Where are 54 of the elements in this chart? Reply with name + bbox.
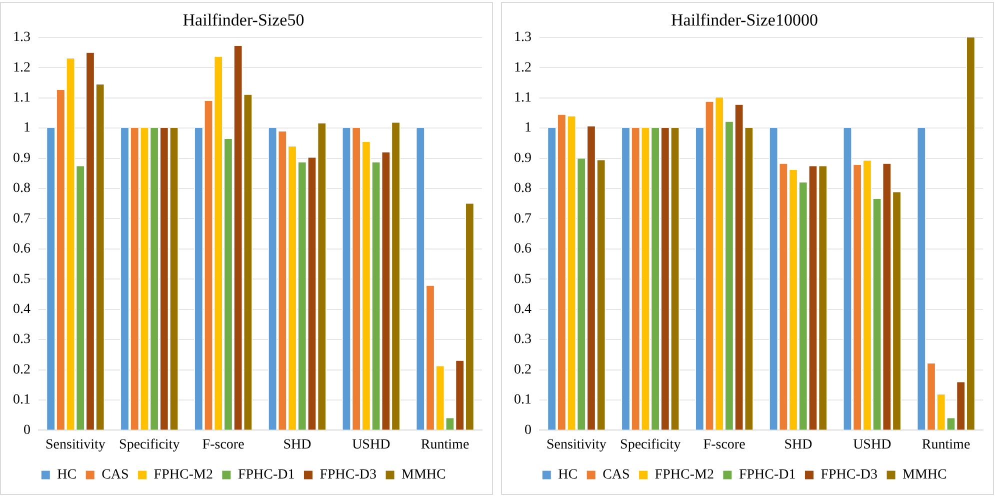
y-tick-label: 0.2 bbox=[514, 362, 532, 378]
y-tick-label: 0.7 bbox=[13, 211, 30, 226]
y-tick-label: 0.7 bbox=[514, 211, 532, 226]
y-tick-label: 0.8 bbox=[514, 181, 532, 196]
y-tick-label: 0.3 bbox=[514, 332, 532, 348]
y-tick-label: 0 bbox=[24, 422, 30, 438]
y-tick-label: 0.1 bbox=[13, 392, 30, 408]
legend-label: CAS bbox=[102, 468, 129, 483]
x-tick-label: F-score bbox=[703, 437, 746, 452]
legend-label: MMHC bbox=[902, 468, 947, 483]
y-tick-label: 0.1 bbox=[514, 392, 532, 408]
legend-label: FPHC-D3 bbox=[320, 468, 377, 483]
y-tick-label: 0.6 bbox=[13, 242, 30, 257]
legend-label: CAS bbox=[602, 468, 630, 483]
x-tick-label: SHD bbox=[283, 437, 312, 452]
y-tick-label: 0.2 bbox=[13, 362, 30, 378]
y-tick-label: 0.8 bbox=[13, 181, 30, 196]
x-tick-label: USHD bbox=[853, 437, 892, 452]
x-tick-label: Specificity bbox=[620, 437, 681, 452]
legend-label: FPHC-M2 bbox=[154, 468, 213, 483]
x-tick-label: USHD bbox=[352, 437, 390, 452]
y-tick-label: 0.4 bbox=[514, 302, 532, 318]
x-tick-label: Runtime bbox=[922, 437, 970, 452]
legend-label: FPHC-M2 bbox=[654, 468, 714, 483]
chart-title: Hailfinder-Size50 bbox=[182, 10, 304, 30]
legend-label: HC bbox=[558, 468, 578, 483]
x-tick-label: Sensitivity bbox=[46, 437, 106, 452]
x-tick-label: Sensitivity bbox=[546, 437, 606, 452]
y-tick-label: 1.1 bbox=[514, 90, 532, 106]
x-tick-label: F-score bbox=[202, 437, 244, 452]
y-tick-label: 0.3 bbox=[13, 332, 30, 348]
y-tick-label: 1.3 bbox=[13, 30, 30, 46]
legend-label: MMHC bbox=[402, 468, 446, 483]
legend-label: FPHC-D1 bbox=[238, 468, 295, 483]
y-tick-label: 1.2 bbox=[13, 60, 30, 76]
y-tick-label: 0.5 bbox=[514, 272, 532, 287]
y-tick-label: 0 bbox=[524, 422, 532, 438]
y-tick-label: 1 bbox=[524, 120, 532, 136]
legend-label: FPHC-D1 bbox=[738, 468, 796, 483]
y-tick-label: 0.9 bbox=[13, 150, 30, 166]
y-tick-label: 1.3 bbox=[514, 30, 532, 46]
y-tick-label: 0.9 bbox=[514, 150, 532, 166]
y-tick-label: 0.6 bbox=[514, 242, 532, 257]
chart-title: Hailfinder-Size10000 bbox=[671, 10, 818, 30]
x-tick-label: Runtime bbox=[420, 437, 470, 452]
y-tick-label: 1.1 bbox=[13, 90, 30, 106]
legend-label: HC bbox=[57, 468, 77, 483]
x-tick-label: SHD bbox=[784, 437, 812, 452]
y-tick-label: 0.5 bbox=[13, 272, 30, 287]
y-tick-label: 0.4 bbox=[13, 302, 30, 318]
y-tick-label: 1.2 bbox=[514, 60, 532, 76]
x-tick-label: Specificity bbox=[119, 437, 180, 452]
legend-label: FPHC-D3 bbox=[820, 468, 878, 483]
y-tick-label: 1 bbox=[24, 120, 30, 136]
